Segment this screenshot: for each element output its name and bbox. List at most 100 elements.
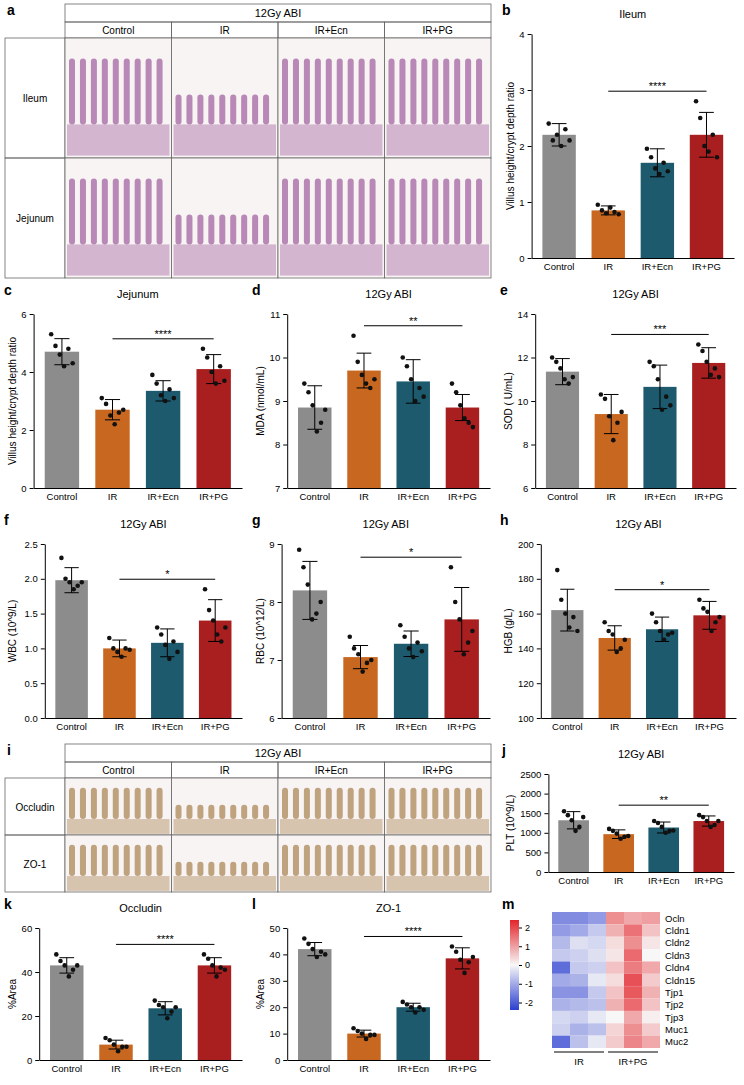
tissue bbox=[387, 124, 490, 155]
column-cell bbox=[385, 762, 492, 778]
y-axis: 0.00.51.01.52.02.5 bbox=[25, 539, 46, 724]
tick-label: -1 bbox=[525, 979, 533, 989]
micrograph bbox=[65, 835, 172, 892]
data-point bbox=[364, 1037, 369, 1042]
heatmap-cell bbox=[624, 924, 642, 936]
tissue bbox=[67, 124, 170, 155]
data-point bbox=[647, 360, 652, 365]
tissue bbox=[387, 819, 490, 834]
villus bbox=[241, 862, 247, 876]
tick: Control bbox=[295, 721, 326, 732]
villus bbox=[124, 178, 130, 244]
villus bbox=[348, 845, 354, 876]
significance-label: *** bbox=[654, 323, 668, 335]
axis-line bbox=[541, 545, 542, 719]
villus bbox=[69, 58, 75, 124]
villus bbox=[208, 94, 214, 124]
data-point bbox=[616, 212, 621, 217]
heatmap-cell bbox=[588, 986, 606, 998]
column-label: IR bbox=[220, 765, 230, 776]
data-point bbox=[209, 370, 214, 375]
group-label: IR bbox=[574, 1056, 584, 1067]
data-point bbox=[206, 957, 211, 962]
data-point bbox=[167, 387, 172, 392]
tick-label: 8 bbox=[523, 439, 528, 450]
data-point bbox=[59, 556, 64, 561]
tick: 50 bbox=[270, 923, 288, 934]
tick: 30 bbox=[270, 975, 288, 986]
tick: IR+PG bbox=[448, 1063, 477, 1074]
axis-line bbox=[34, 488, 242, 489]
tick-label: 2 bbox=[525, 923, 530, 933]
tick-label: 4 bbox=[519, 29, 524, 40]
significance-label: * bbox=[165, 568, 170, 580]
data-point bbox=[550, 355, 555, 360]
tick-mark bbox=[537, 683, 541, 684]
data-point bbox=[701, 815, 706, 820]
heatmap-cell bbox=[588, 912, 606, 924]
villus bbox=[370, 788, 376, 819]
axis-line bbox=[40, 1060, 243, 1061]
villus bbox=[389, 58, 395, 124]
villus bbox=[197, 862, 203, 876]
data-point bbox=[405, 1002, 410, 1007]
y-axis: 05001000150020002500 bbox=[520, 769, 549, 878]
data-point bbox=[413, 1010, 418, 1015]
data-point bbox=[112, 1042, 117, 1047]
tick: 1 bbox=[519, 197, 531, 208]
tick: 20 bbox=[22, 1011, 40, 1022]
data-point bbox=[454, 949, 459, 954]
data-point bbox=[654, 620, 659, 625]
marks bbox=[298, 333, 479, 488]
tick: IR+Ecn bbox=[648, 875, 679, 886]
panel-letter: d bbox=[252, 282, 261, 298]
micrograph bbox=[65, 778, 172, 835]
tick-label: 0 bbox=[27, 1055, 32, 1066]
tick: 0.5 bbox=[25, 678, 45, 689]
data-point bbox=[159, 393, 164, 398]
y-axis: 0204060 bbox=[22, 923, 40, 1066]
tick-label: 8 bbox=[275, 439, 280, 450]
tick: 0 bbox=[536, 867, 548, 878]
marks bbox=[50, 952, 231, 1060]
data-point bbox=[650, 611, 655, 616]
villus bbox=[432, 845, 438, 876]
data-point bbox=[352, 646, 357, 651]
villus bbox=[80, 845, 86, 876]
villus bbox=[454, 845, 460, 876]
row-label: Tjp3 bbox=[665, 1012, 683, 1023]
tick-label: IR+PG bbox=[695, 721, 724, 732]
bar bbox=[546, 372, 579, 488]
villus bbox=[102, 845, 108, 876]
villus bbox=[69, 788, 75, 819]
data-point bbox=[567, 138, 572, 143]
villus bbox=[230, 214, 236, 244]
data-point bbox=[121, 407, 126, 412]
tick: IR+PG bbox=[200, 1063, 229, 1074]
panel: a12Gy ABIControlIRIR+EcnIR+PGIleumJejunu… bbox=[5, 2, 491, 278]
tick-mark bbox=[278, 718, 282, 719]
tick-label: IR+PG bbox=[694, 875, 723, 886]
row-label: Cldn3 bbox=[665, 950, 690, 961]
row-cell bbox=[5, 158, 65, 278]
data-point bbox=[203, 587, 208, 592]
data-point bbox=[119, 654, 124, 659]
data-point bbox=[698, 116, 703, 121]
data-point bbox=[127, 647, 132, 652]
tissue bbox=[67, 244, 170, 275]
bar bbox=[692, 363, 725, 488]
data-point bbox=[645, 147, 650, 152]
villus bbox=[337, 845, 343, 876]
heatmap-cell bbox=[642, 949, 660, 961]
data-point bbox=[562, 809, 567, 814]
tick: IR+PG bbox=[448, 491, 477, 502]
tick-label: IR bbox=[108, 491, 118, 502]
tick-mark bbox=[283, 314, 287, 315]
row-label: Muc1 bbox=[665, 1024, 688, 1035]
tick: 6 bbox=[523, 483, 535, 494]
tick: 40 bbox=[270, 949, 288, 960]
tick-mark bbox=[283, 928, 287, 929]
row-label: Cldn15 bbox=[665, 975, 695, 986]
tick: IR bbox=[614, 875, 624, 886]
data-point bbox=[302, 381, 307, 386]
